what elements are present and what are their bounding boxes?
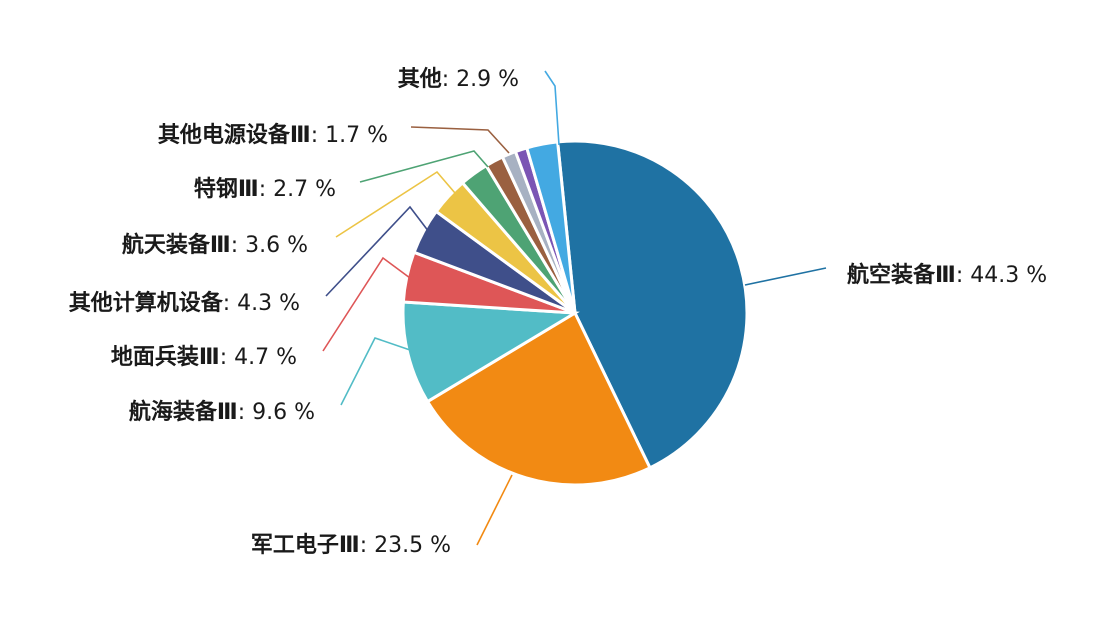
slice-label-value: 1.7 % (325, 123, 388, 148)
slice-label-separator: : (311, 123, 325, 148)
slice-label-6: 航天装备Ⅲ: 3.6 % (122, 232, 308, 258)
slice-label-value: 2.9 % (456, 67, 519, 92)
slice-label-separator: : (360, 533, 374, 558)
slice-label-11: 其他: 2.9 % (398, 67, 519, 92)
slice-label-value: 9.6 % (252, 400, 315, 425)
slice-label-value: 44.3 % (970, 263, 1047, 288)
pie-slices (401, 139, 749, 487)
slice-label-value: 23.5 % (374, 533, 451, 558)
slice-label-name: 其他 (398, 67, 442, 92)
slice-label-8: 其他电源设备Ⅲ: 1.7 % (158, 122, 388, 148)
slice-label-value: 2.7 % (273, 177, 336, 202)
slice-label-separator: : (238, 400, 252, 425)
slice-label-value: 4.7 % (234, 345, 297, 370)
slice-label-2: 军工电子Ⅲ: 23.5 % (251, 533, 451, 558)
slice-label-name: 航天装备Ⅲ (122, 232, 231, 258)
slice-label-name: 军工电子Ⅲ (251, 533, 360, 558)
slice-label-name: 航海装备Ⅲ (129, 399, 238, 425)
slice-label-name: 其他电源设备Ⅲ (158, 122, 311, 148)
slice-label-separator: : (442, 67, 456, 92)
slice-label-value: 3.6 % (245, 233, 308, 258)
slice-label-name: 航空装备Ⅲ (847, 262, 956, 288)
slice-label-separator: : (956, 263, 970, 288)
leader-lines (322, 70, 827, 546)
slice-label-5: 其他计算机设备: 4.3 % (69, 290, 300, 316)
pie-slice-3 (401, 300, 580, 404)
pie-slice-2 (425, 310, 652, 487)
slice-label-separator: : (220, 345, 234, 370)
leader-line-3 (340, 337, 411, 406)
leader-line-4 (322, 256, 411, 352)
leader-line-7 (359, 150, 489, 183)
slice-label-4: 地面兵装Ⅲ: 4.7 % (111, 345, 297, 370)
leader-line-8 (410, 126, 510, 154)
slice-label-value: 4.3 % (237, 291, 300, 316)
slice-label-1: 航空装备Ⅲ: 44.3 % (847, 262, 1047, 288)
leader-line-11 (544, 70, 560, 146)
slice-label-separator: : (259, 177, 273, 202)
slice-label-separator: : (231, 233, 245, 258)
slice-labels: 航空装备Ⅲ: 44.3 % 军工电子Ⅲ: 23.5 % 航海装备Ⅲ: 9.6 % 地面… (69, 67, 1047, 558)
slice-label-name: 地面兵装Ⅲ (111, 345, 220, 370)
pie-slice-11 (524, 140, 577, 314)
slice-label-separator: : (223, 291, 237, 316)
pie-slice-1 (555, 139, 749, 470)
slice-label-7: 特钢Ⅲ: 2.7 % (194, 176, 336, 202)
leader-line-2 (476, 474, 513, 546)
slice-label-name: 其他计算机设备 (69, 290, 224, 316)
slice-label-3: 航海装备Ⅲ: 9.6 % (129, 399, 315, 425)
leader-line-5 (325, 205, 430, 297)
leader-line-1 (744, 267, 827, 286)
leader-line-6 (335, 170, 456, 238)
slice-label-name: 特钢Ⅲ (194, 176, 259, 202)
